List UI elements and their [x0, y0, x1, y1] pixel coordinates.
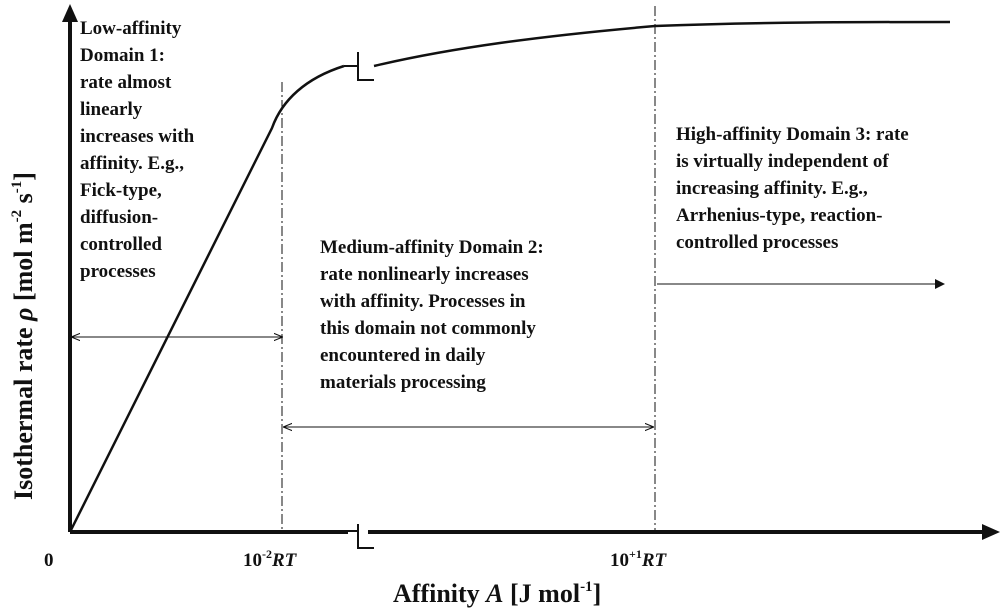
rate-curve-plateau-part	[373, 20, 951, 68]
domain2-text: Medium-affinity Domain 2: rate nonlinear…	[320, 237, 549, 393]
x-tick-label-low: 10-2RT	[243, 547, 298, 571]
y-axis	[62, 4, 78, 532]
domain1-text: Low-affinity Domain 1: rate almost linea…	[80, 18, 199, 282]
axis-break-bottom-mark	[344, 524, 374, 549]
rate-curve-linear-part	[68, 64, 345, 533]
y-axis-title: Isothermal rate ρ [mol m-2 s-1]	[9, 172, 38, 500]
domain3-text: High-affinity Domain 3: rate is virtuall…	[676, 124, 913, 253]
x-tick-label-zero: 0	[44, 550, 54, 571]
x-axis-title: Affinity A [J mol-1]	[393, 579, 601, 608]
axis-break-top	[344, 52, 374, 81]
x-tick-label-high: 10+1RT	[610, 547, 668, 571]
x-axis	[70, 524, 1000, 540]
